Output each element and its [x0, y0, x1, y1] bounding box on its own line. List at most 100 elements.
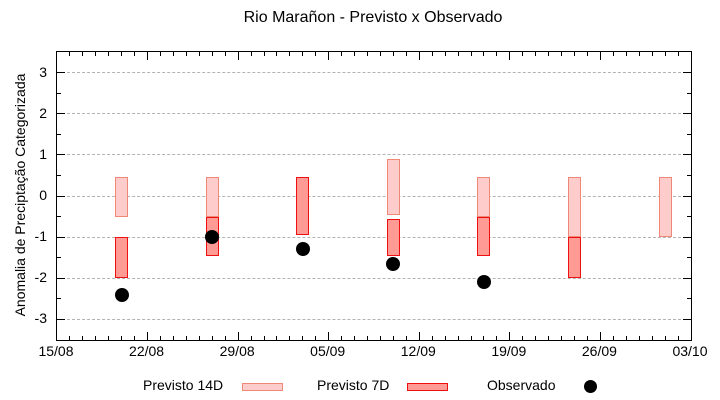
- gridline: [57, 113, 691, 115]
- bar-previsto-7d: [115, 237, 129, 279]
- y-tick: [57, 318, 65, 320]
- x-tick: [69, 336, 71, 340]
- x-tick: [160, 336, 161, 340]
- bar-previsto-14d: [205, 177, 219, 217]
- x-tick: [457, 336, 459, 340]
- x-tick: [276, 52, 278, 56]
- x-tick: [418, 332, 420, 340]
- x-tick: [211, 52, 213, 56]
- x-tick: [664, 52, 666, 56]
- x-tick: [470, 336, 472, 340]
- x-tick: [211, 336, 213, 340]
- point-observado: [114, 287, 129, 302]
- x-tick: [483, 52, 485, 56]
- x-tick: [147, 52, 149, 60]
- x-tick: [354, 52, 356, 56]
- y-tick: [683, 318, 691, 320]
- x-tick: [444, 336, 446, 340]
- x-tick: [548, 52, 550, 56]
- x-tick: [677, 336, 679, 340]
- x-tick: [405, 336, 407, 340]
- x-tick: [82, 336, 84, 340]
- x-tick: [250, 336, 252, 340]
- x-tick: [121, 336, 123, 340]
- gridline: [57, 277, 691, 279]
- x-tick: [638, 336, 640, 340]
- y-tick: [683, 236, 691, 238]
- plot-area: [56, 51, 692, 341]
- bar-previsto-7d: [296, 177, 310, 236]
- x-tick: [625, 336, 627, 340]
- x-tick: [379, 336, 381, 340]
- x-tick: [651, 52, 653, 56]
- x-tick: [612, 336, 614, 340]
- x-tick: [328, 52, 330, 60]
- bar-previsto-14d: [477, 177, 491, 217]
- x-tick: [483, 336, 485, 340]
- x-tick-label: 05/09: [310, 343, 346, 359]
- x-tick: [535, 52, 537, 56]
- point-observado: [205, 230, 220, 245]
- x-tick: [250, 52, 252, 56]
- x-tick-label: 12/09: [400, 343, 436, 359]
- x-tick: [586, 336, 588, 340]
- x-tick: [237, 52, 239, 60]
- x-tick: [392, 336, 394, 340]
- x-tick: [198, 52, 200, 56]
- x-tick: [561, 336, 563, 340]
- x-tick: [95, 52, 97, 56]
- x-tick: [134, 336, 136, 340]
- gridline: [57, 154, 691, 156]
- x-tick: [509, 52, 511, 60]
- x-tick: [664, 336, 666, 340]
- x-tick: [302, 52, 304, 56]
- gridline: [57, 318, 691, 320]
- x-tick-label: 22/08: [129, 343, 165, 359]
- bar-previsto-7d: [386, 218, 400, 256]
- y-tick: [57, 195, 65, 197]
- x-tick: [405, 52, 407, 56]
- point-observado: [295, 242, 310, 257]
- x-tick: [82, 52, 84, 56]
- y-tick: [687, 257, 691, 259]
- x-tick: [379, 52, 381, 56]
- x-tick: [263, 52, 265, 56]
- x-tick-label: 19/09: [491, 343, 527, 359]
- y-tick: [683, 277, 691, 279]
- legend-observado-dot-icon: [584, 380, 597, 393]
- y-tick: [687, 174, 691, 176]
- y-tick: [57, 72, 65, 74]
- x-tick: [185, 336, 187, 340]
- y-tick-label: -3: [34, 310, 47, 327]
- x-tick: [198, 336, 200, 340]
- x-tick: [134, 52, 136, 56]
- gridline: [57, 195, 691, 197]
- y-tick: [687, 216, 691, 218]
- x-tick: [561, 52, 563, 56]
- legend-swatch-previsto-7d: [407, 383, 448, 391]
- bar-previsto-7d: [568, 237, 582, 279]
- x-tick: [341, 52, 343, 56]
- bar-previsto-7d: [477, 216, 491, 256]
- bar-previsto-14d: [115, 177, 129, 217]
- x-tick: [574, 336, 576, 340]
- y-tick: [683, 154, 691, 156]
- point-observado: [386, 256, 401, 271]
- y-tick-label: 1: [39, 145, 47, 162]
- bar-previsto-14d: [658, 177, 672, 238]
- x-tick: [677, 52, 679, 56]
- x-tick: [444, 52, 446, 56]
- x-tick: [535, 336, 537, 340]
- x-tick: [548, 336, 550, 340]
- y-tick-label: -1: [34, 228, 47, 245]
- x-tick: [289, 336, 291, 340]
- x-tick-label: 15/08: [38, 343, 74, 359]
- x-tick: [496, 336, 498, 340]
- x-tick: [599, 332, 601, 340]
- x-tick-label: 03/10: [672, 343, 708, 359]
- chart-title: Rio Marañon - Previsto x Observado: [243, 9, 503, 26]
- x-tick: [392, 52, 394, 56]
- y-tick-label: 2: [39, 104, 47, 121]
- x-tick: [263, 336, 265, 340]
